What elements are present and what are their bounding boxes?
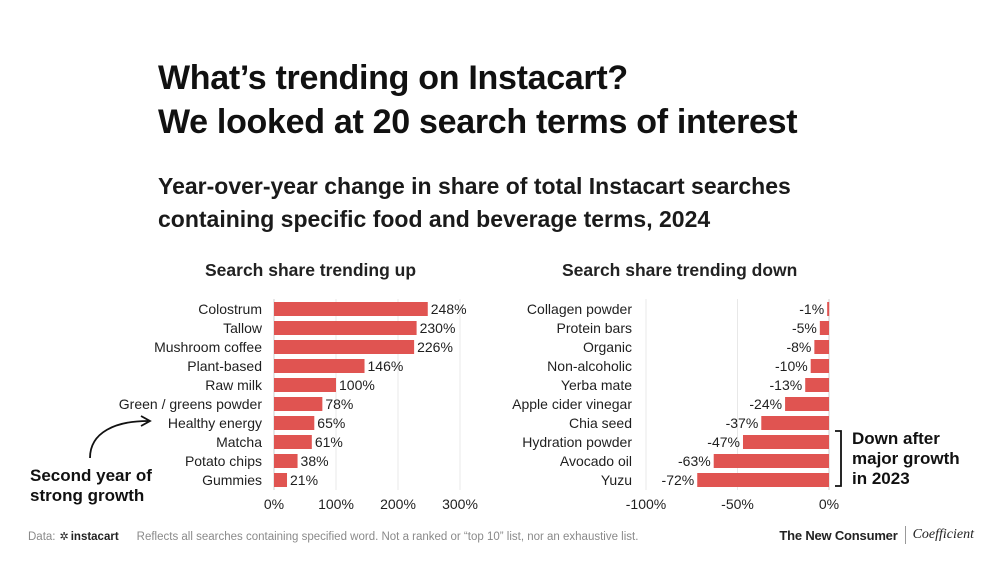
annotation-right-line-1: Down after [852,429,960,449]
coefficient-logo: Coefficient [913,527,974,543]
annotation-left-line-2: strong growth [30,486,152,506]
category-label-down-0: Collagen powder [527,301,632,317]
bar-down-2 [814,340,829,354]
x-tick-label-down-0: -100% [626,496,666,512]
x-tick-label-up-0: 0% [264,496,284,512]
annotation-down-after-growth: Down after major growth in 2023 [852,429,960,489]
category-label-down-6: Chia seed [569,415,632,431]
bar-down-6 [761,416,829,430]
instacart-brand-text: instacart [71,531,119,543]
new-consumer-logo: The New Consumer [779,528,897,543]
x-tick-label-up-1: 100% [318,496,354,512]
bar-down-3 [811,359,829,373]
footer-note: Reflects all searches containing specifi… [137,531,639,543]
value-label-down-7: -47% [707,434,740,450]
bar-up-7 [274,435,312,449]
annotation-right-line-2: major growth [852,449,960,469]
footer-data-label: Data: [28,531,56,543]
annotation-arrow-curve [90,421,148,458]
bar-down-7 [743,435,829,449]
value-label-up-0: 248% [431,301,467,317]
category-label-up-6: Healthy energy [168,415,262,431]
annotation-second-year: Second year of strong growth [30,466,152,506]
value-label-down-8: -63% [678,453,711,469]
x-tick-label-up-3: 300% [442,496,478,512]
category-label-up-0: Colostrum [198,301,262,317]
x-tick-label-down-1: -50% [721,496,754,512]
bar-up-2 [274,340,414,354]
bar-down-9 [697,473,829,487]
category-label-up-2: Mushroom coffee [154,339,262,355]
annotation-bracket [835,431,841,486]
category-label-up-7: Matcha [216,434,262,450]
category-label-up-5: Green / greens powder [119,396,263,412]
value-label-down-5: -24% [749,396,782,412]
bar-up-5 [274,397,322,411]
bar-down-0 [827,302,829,316]
value-label-up-5: 78% [325,396,353,412]
value-label-up-7: 61% [315,434,343,450]
instacart-brand: ✲ instacart [60,530,119,543]
category-label-down-9: Yuzu [601,472,632,488]
category-label-up-8: Potato chips [185,453,262,469]
category-label-up-3: Plant-based [187,358,262,374]
value-label-up-1: 230% [420,320,456,336]
value-label-down-6: -37% [726,415,759,431]
value-label-down-9: -72% [662,472,695,488]
category-label-down-3: Non-alcoholic [547,358,632,374]
value-label-down-2: -8% [786,339,811,355]
bar-up-8 [274,454,298,468]
category-label-down-7: Hydration powder [522,434,632,450]
category-label-down-1: Protein bars [557,320,632,336]
value-label-up-4: 100% [339,377,375,393]
bar-up-0 [274,302,428,316]
bar-up-4 [274,378,336,392]
category-label-down-4: Yerba mate [561,377,632,393]
bar-down-8 [714,454,829,468]
value-label-up-8: 38% [301,453,329,469]
value-label-up-6: 65% [317,415,345,431]
value-label-up-2: 226% [417,339,453,355]
bar-up-9 [274,473,287,487]
category-label-down-8: Avocado oil [560,453,632,469]
bar-up-1 [274,321,417,335]
category-label-up-1: Tallow [223,320,263,336]
value-label-down-0: -1% [799,301,824,317]
bar-up-3 [274,359,365,373]
bar-down-5 [785,397,829,411]
bar-down-4 [805,378,829,392]
value-label-up-9: 21% [290,472,318,488]
value-label-down-4: -13% [770,377,803,393]
bar-down-1 [820,321,829,335]
category-label-down-5: Apple cider vinegar [512,396,632,412]
value-label-up-3: 146% [368,358,404,374]
annotation-right-line-3: in 2023 [852,469,960,489]
bar-up-6 [274,416,314,430]
carrot-icon: ✲ [60,530,69,543]
category-label-up-9: Gummies [202,472,262,488]
category-label-up-4: Raw milk [205,377,263,393]
x-tick-label-down-2: 0% [819,496,839,512]
category-label-down-2: Organic [583,339,632,355]
footer: Data: ✲ instacart Reflects all searches … [28,530,638,543]
annotation-left-line-1: Second year of [30,466,152,486]
logo-divider [905,526,906,544]
value-label-down-3: -10% [775,358,808,374]
x-tick-label-up-2: 200% [380,496,416,512]
publisher-logos: The New Consumer Coefficient [779,526,974,544]
value-label-down-1: -5% [792,320,817,336]
